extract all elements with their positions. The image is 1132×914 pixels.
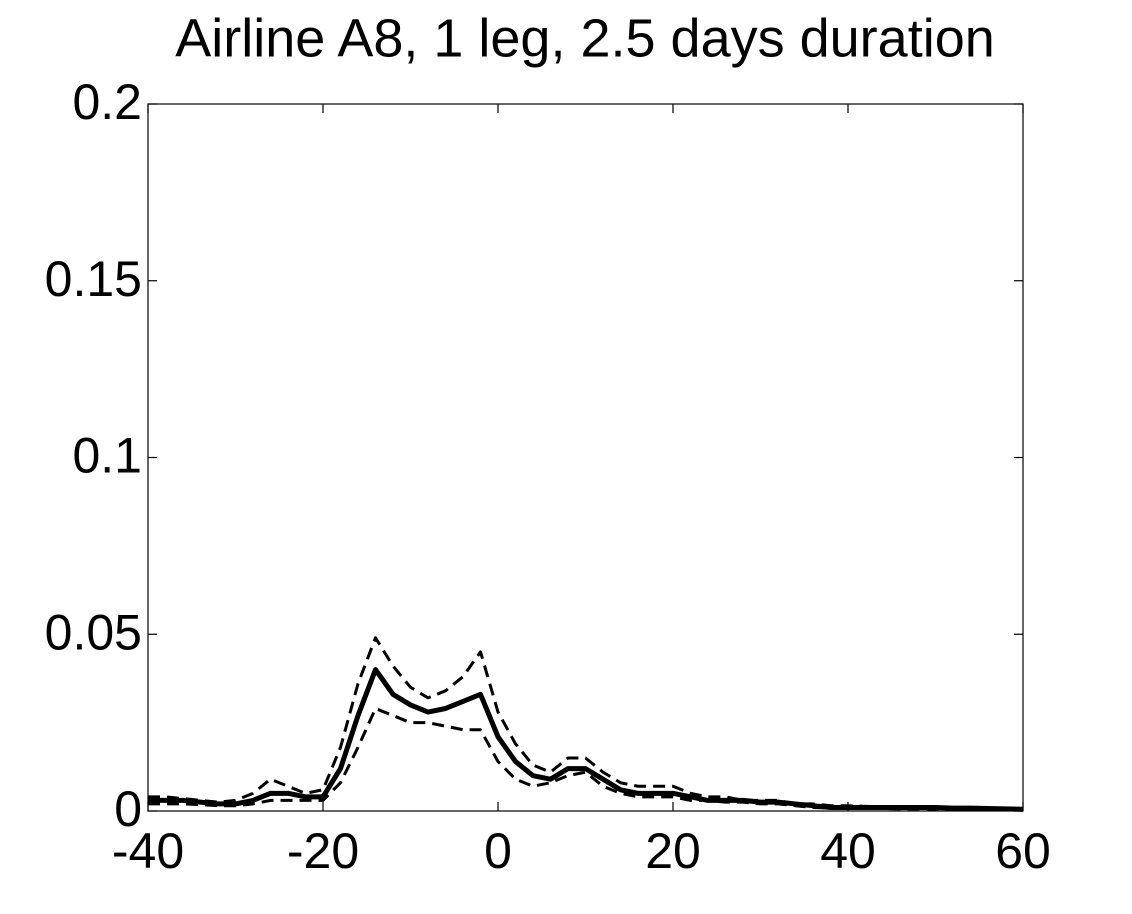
x-tick-label: 0 xyxy=(484,823,512,879)
y-tick-label: 0.15 xyxy=(45,251,142,307)
y-tick-label: 0.1 xyxy=(72,428,142,484)
x-tick-label: 20 xyxy=(645,823,701,879)
y-tick-label: 0 xyxy=(114,781,142,837)
data-line xyxy=(148,706,1023,812)
x-tick-label: -40 xyxy=(112,823,184,879)
data-line xyxy=(148,636,1024,811)
y-tick-label: 0.2 xyxy=(72,74,142,130)
data-line xyxy=(148,667,1024,812)
plot-frame xyxy=(147,103,1024,812)
x-tick-label: 60 xyxy=(995,823,1051,879)
x-tick-label: -20 xyxy=(287,823,359,879)
chart-title: Airline A8, 1 leg, 2.5 days duration xyxy=(175,8,995,68)
y-tick-label: 0.05 xyxy=(45,604,142,660)
x-tick-label: 40 xyxy=(820,823,876,879)
